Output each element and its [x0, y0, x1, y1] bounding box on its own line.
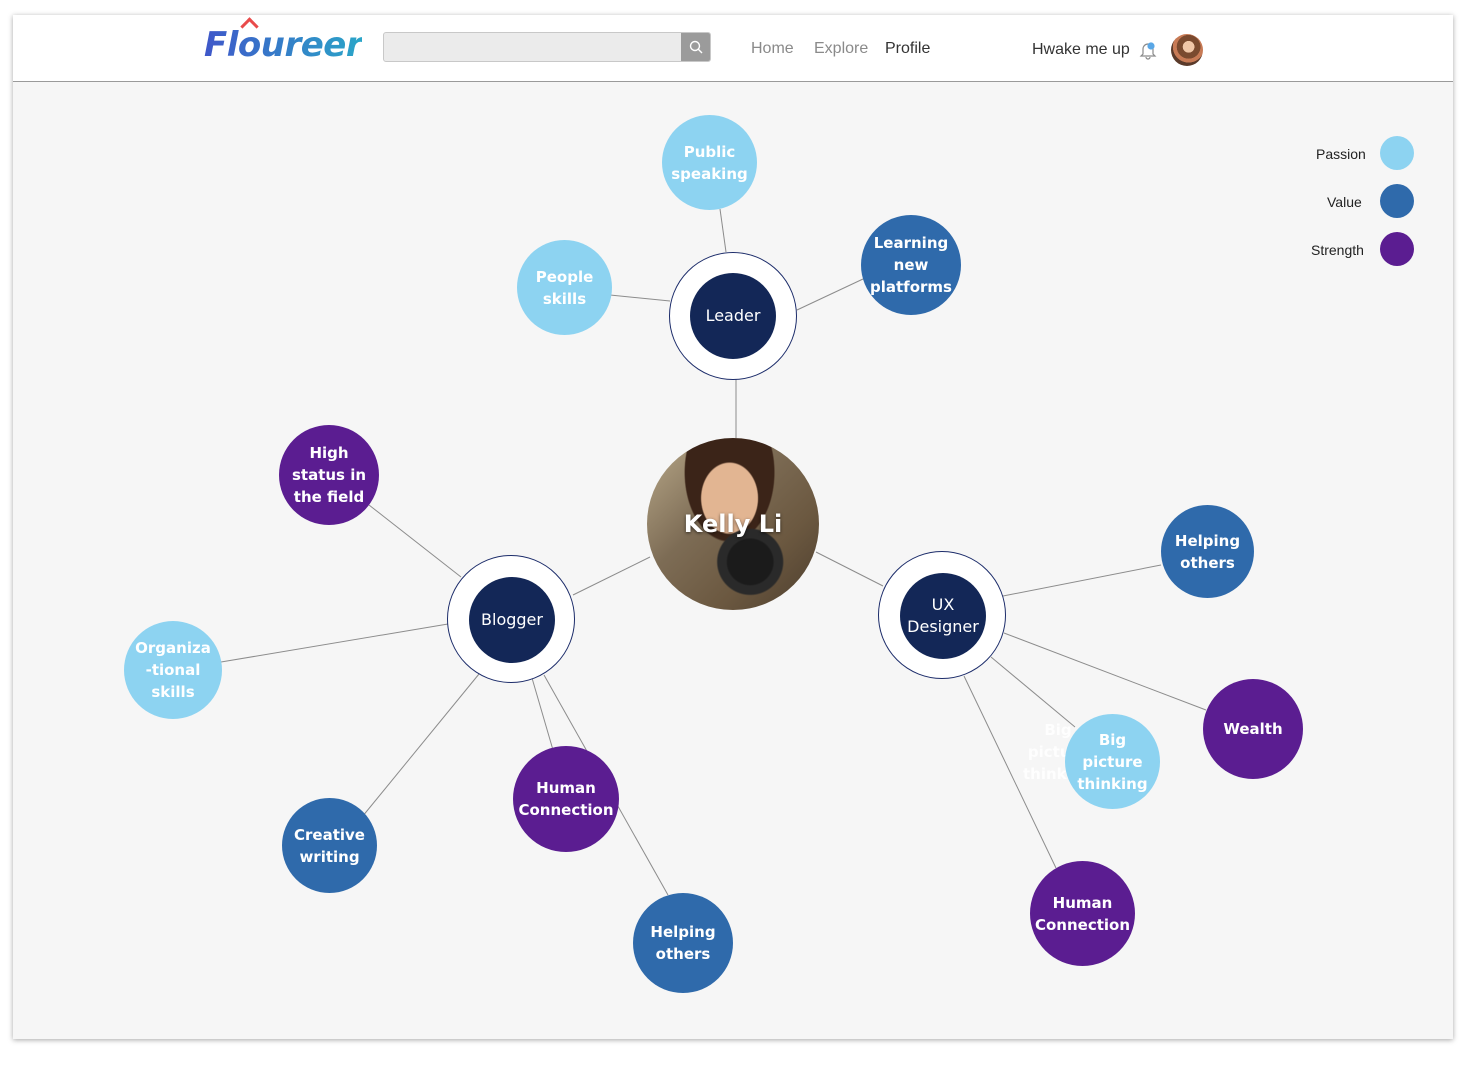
hub-blogger[interactable]: Blogger [469, 577, 555, 663]
avatar[interactable] [1171, 34, 1203, 66]
nav-profile[interactable]: Profile [885, 40, 931, 57]
node-helping-others-ux[interactable]: Helping others [1161, 505, 1254, 598]
legend-label-strength: Strength [1311, 242, 1364, 258]
node-public-speaking[interactable]: Public speaking [662, 115, 757, 210]
node-label: Helping others [1174, 531, 1241, 572]
hub-leader[interactable]: Leader [690, 273, 776, 359]
node-human-connection-ux[interactable]: Human Connection [1030, 861, 1135, 966]
node-organizational-skills[interactable]: Organiza -tional skills [124, 621, 222, 719]
node-learning-new-platforms[interactable]: Learning new platforms [861, 215, 961, 315]
edge-leader-learning [796, 278, 864, 311]
edge-leader-public-speaking [719, 208, 727, 253]
node-label: Creative writing [294, 825, 365, 866]
node-label: High status in the field [291, 444, 367, 506]
edge-ux-human-connection [963, 675, 1057, 869]
edge-blogger-organizational [220, 623, 449, 663]
node-label: Helping others [650, 923, 716, 963]
legend-dot-strength [1380, 232, 1414, 266]
node-label: Human Connection [1034, 893, 1131, 934]
node-high-status[interactable]: High status in the field [279, 425, 379, 525]
legend-dot-passion [1380, 136, 1414, 170]
edge-blogger-creative [361, 673, 480, 818]
edge-ux-big-picture [990, 656, 1076, 728]
nav-home[interactable]: Home [751, 40, 794, 57]
edge-ux-wealth [1003, 632, 1207, 711]
edge-ux-helping [1002, 564, 1162, 597]
node-label: Organiza -tional skills [135, 639, 211, 701]
node-label: Big picture thinking [1077, 730, 1148, 793]
logo[interactable]: Floureer [204, 25, 363, 65]
search-button[interactable] [681, 33, 710, 61]
search-icon [689, 40, 703, 54]
node-label: Wealth [1223, 720, 1283, 738]
top-bar: Floureer Home Explore Profile Hwake me u… [13, 15, 1453, 82]
node-label: Human Connection [518, 779, 614, 819]
edge-center-blogger [572, 556, 651, 596]
hub-label: Leader [705, 306, 761, 325]
node-big-picture-thinking[interactable]: Big picture thinking [1065, 714, 1160, 809]
node-label: Public speaking [671, 142, 748, 183]
search-input[interactable] [384, 33, 682, 61]
center-profile-photo[interactable] [647, 438, 819, 610]
bell-icon[interactable] [1139, 40, 1157, 60]
node-label: People skills [535, 267, 594, 308]
edge-center-ux [815, 551, 884, 587]
edge-leader-people-skills [609, 294, 671, 302]
search-box [383, 32, 711, 62]
node-label: Learning new platforms [870, 234, 952, 296]
node-helping-others-blogger[interactable]: Helping others [633, 893, 733, 993]
wake-me-up-link[interactable]: Hwake me up [1032, 41, 1130, 58]
edge-blogger-high-status [368, 504, 462, 578]
node-creative-writing[interactable]: Creative writing [282, 798, 377, 893]
legend-label-value: Value [1327, 194, 1362, 210]
node-wealth[interactable]: Wealth [1203, 679, 1303, 779]
edge-blogger-human-connection [531, 677, 554, 751]
center-name: Kelly Li [683, 510, 783, 538]
nav-explore[interactable]: Explore [814, 40, 869, 57]
node-human-connection-blogger[interactable]: Human Connection [513, 746, 619, 852]
hub-ux-designer[interactable]: UX Designer [900, 573, 986, 659]
hub-label: Blogger [481, 610, 543, 629]
app-frame: Floureer Home Explore Profile Hwake me u… [13, 15, 1453, 1039]
node-people-skills[interactable]: People skills [517, 240, 612, 335]
hub-label: UX Designer [907, 595, 979, 636]
legend-label-passion: Passion [1316, 146, 1366, 162]
legend-dot-value [1380, 184, 1414, 218]
